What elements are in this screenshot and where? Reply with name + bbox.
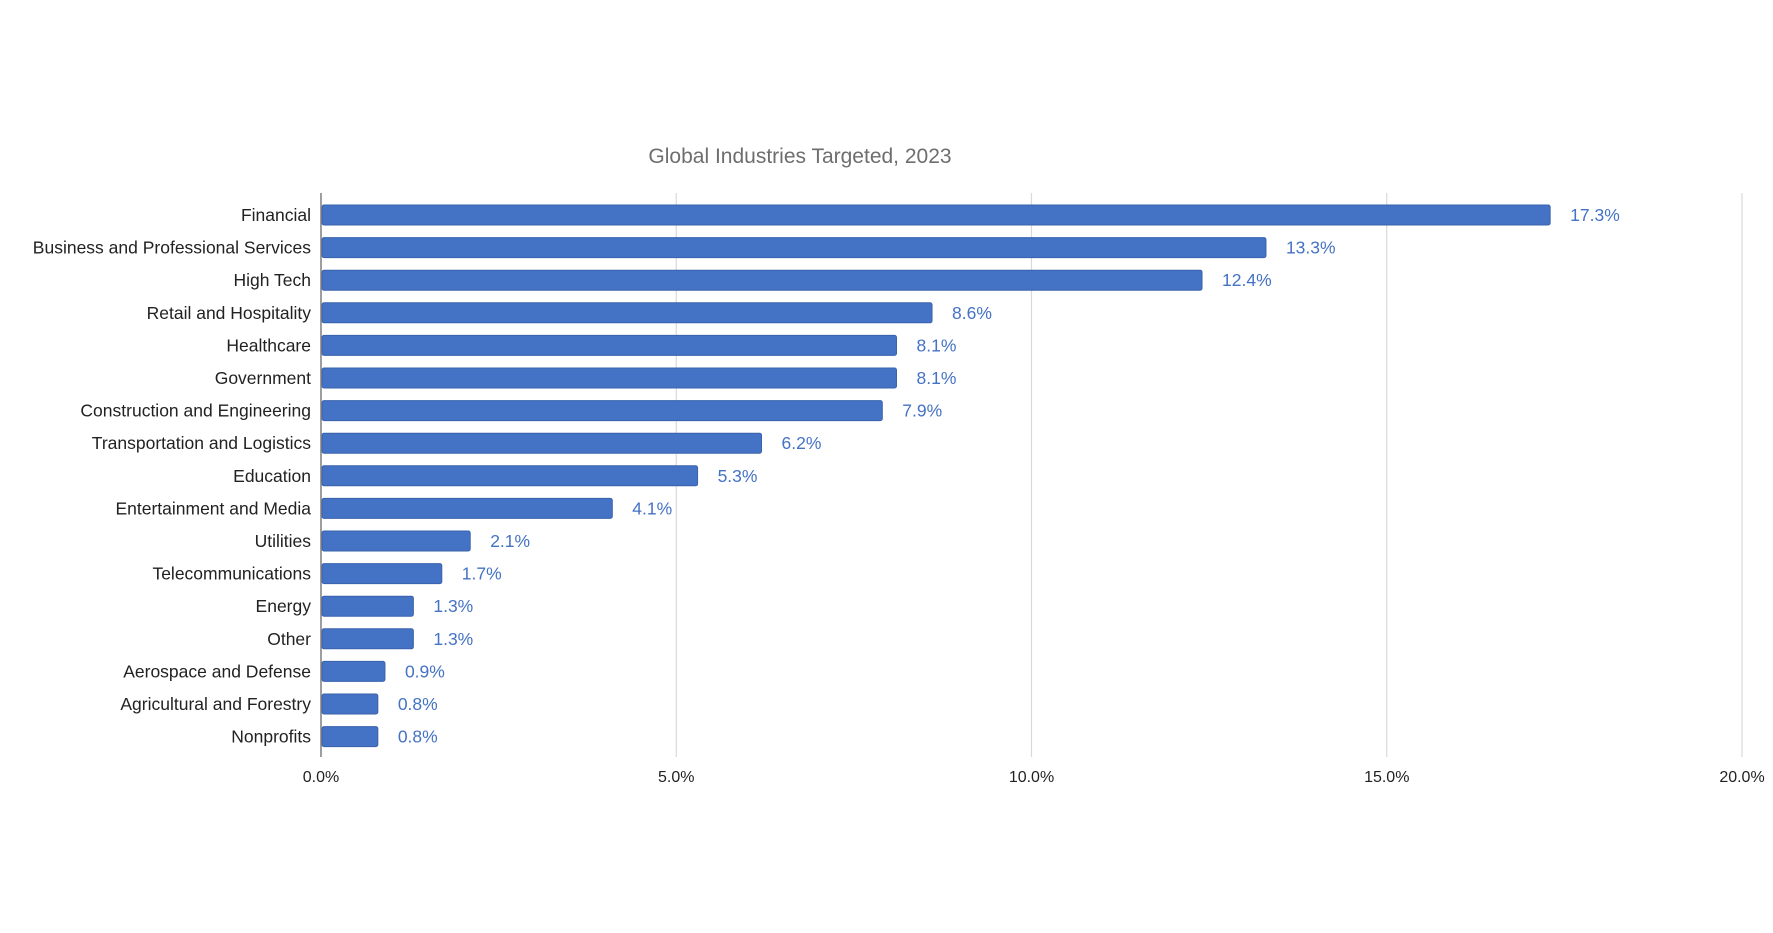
x-tick-label: 20.0% [1719,769,1764,786]
category-label: Telecommunications [152,564,311,584]
category-label: Financial [241,205,311,225]
category-label: Nonprofits [231,727,311,747]
category-label: Entertainment and Media [115,498,311,518]
data-label: 0.9% [405,661,445,681]
category-label: Business and Professional Services [33,238,311,258]
data-label: 4.1% [632,498,672,518]
bar [321,269,1203,291]
bars [321,204,1551,748]
bar [321,400,883,422]
bar [321,465,699,487]
bar [321,530,471,552]
bar [321,628,414,650]
data-label: 8.6% [952,303,992,323]
bar [321,367,898,389]
value-labels: 17.3% 13.3% 12.4% 8.6% 8.1% 8.1% 7.9% 6.2% 5.3% 4… [398,205,1620,747]
bar [321,237,1267,259]
bar [321,660,386,682]
category-label: Education [233,466,311,486]
category-label: Utilities [255,531,312,551]
category-label: Agricultural and Forestry [120,694,311,714]
data-label: 0.8% [398,727,438,747]
data-label: 13.3% [1286,238,1336,258]
data-label: 1.3% [433,629,473,649]
x-tick-label: 5.0% [658,769,694,786]
data-label: 7.9% [902,401,942,421]
category-label: Healthcare [226,335,311,355]
x-tick-label: 15.0% [1364,769,1409,786]
bar [321,693,379,715]
category-label: Construction and Engineering [80,401,311,421]
data-label: 17.3% [1570,205,1620,225]
data-label: 8.1% [917,368,957,388]
category-label: High Tech [233,270,311,290]
category-label: Transportation and Logistics [92,433,311,453]
category-labels: Financial Business and Professional Servi… [33,205,311,747]
data-label: 12.4% [1222,270,1272,290]
data-label: 2.1% [490,531,530,551]
bar [321,595,414,617]
x-axis-tick-labels: 0.0% 5.0% 10.0% 15.0% 20.0% [303,769,1765,786]
data-label: 5.3% [718,466,758,486]
bar [321,302,933,324]
bar [321,204,1551,226]
x-tick-label: 10.0% [1009,769,1054,786]
category-label: Government [215,368,311,388]
category-label: Retail and Hospitality [147,303,312,323]
bar [321,432,763,454]
bar [321,334,898,356]
bar [321,497,613,519]
category-label: Energy [256,596,312,616]
bar [321,726,379,748]
data-label: 0.8% [398,694,438,714]
bar [321,563,443,585]
x-tick-label: 0.0% [303,769,339,786]
data-label: 1.7% [462,564,502,584]
category-label: Aerospace and Defense [123,661,311,681]
category-label: Other [267,629,311,649]
chart-title: Global Industries Targeted, 2023 [648,145,951,168]
data-label: 1.3% [433,596,473,616]
data-label: 6.2% [782,433,822,453]
data-label: 8.1% [917,335,957,355]
